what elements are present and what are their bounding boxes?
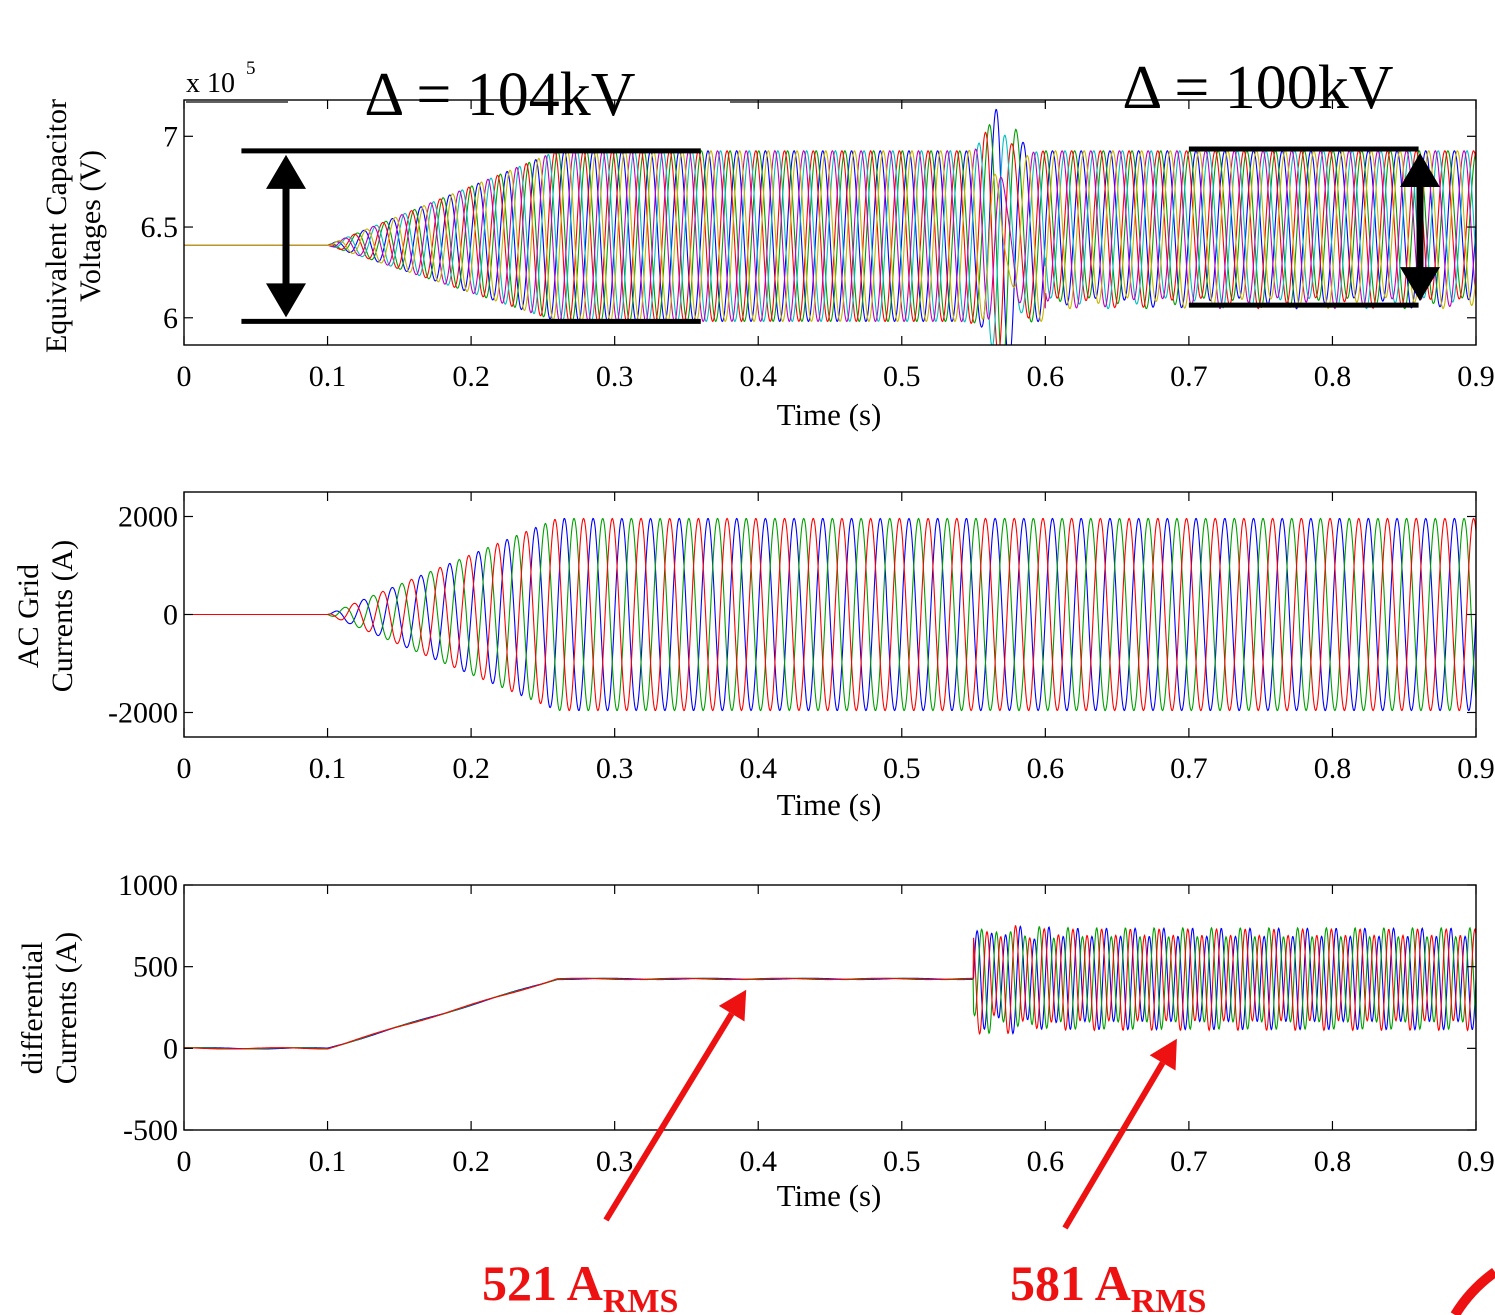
rms-arrow-head-2 [1149,1038,1177,1071]
x-tick-label: 0.3 [596,360,634,393]
x-tick-label: 0 [177,1145,192,1178]
rms-label-1: 521 ARMS [482,1255,678,1315]
y-tick-label: 1000 [118,869,178,902]
differential-current-panel: 0 0.1 0.2 0.3 0.4 0.5 0.6 0.7 0.8 0.9-50005001000… [16,869,1495,1315]
capacitor-voltage-series [184,108,1476,345]
delta-label-left: Δ = 104kV [364,61,635,129]
differential-current-line-2 [184,925,1476,1050]
capacitor-voltage-line-1 [184,108,1476,345]
x-axis-label: Time (s) [777,397,882,432]
x-tick-label: 0.8 [1314,360,1352,393]
differential-current-annotations: 521 ARMS 581 ARMS [482,989,1206,1315]
capacitor-voltage-panel: 0 0.1 0.2 0.3 0.4 0.5 0.6 0.7 0.8 0.9 6 6.5 7 Δ = 10… [40,54,1495,432]
rms-arrow-head-1 [718,989,747,1022]
y-axis-label-line1: Equivalent Capacitor [40,99,73,353]
rms-label-2: 581 ARMS [1010,1255,1206,1315]
x-tick-label: 0.2 [452,360,490,393]
y-tick-label: -500 [123,1114,178,1147]
rms-label-subscript: RMS [1131,1283,1207,1315]
y-multiplier-exponent: 5 [246,58,256,79]
x-tick-label: 0.9 [1457,752,1495,785]
rms-label-subscript: RMS [603,1283,679,1315]
x-tick-label: 0.9 [1457,360,1495,393]
x-tick-label: 0.8 [1314,1145,1352,1178]
x-tick-label: 0.3 [596,752,634,785]
y-multiplier-base: x 10 [186,68,235,99]
differential-current-line-3 [184,924,1476,1050]
x-tick-label: 0.2 [452,1145,490,1178]
rms-arrow-shaft-1 [603,1012,735,1222]
x-tick-label: 0.8 [1314,752,1352,785]
x-tick-label: 0.7 [1170,1145,1208,1178]
plot-frame [183,99,1477,346]
x-tick-label: 0.4 [739,752,777,785]
plot-frame [183,884,1477,1131]
delta-bracket-right-arrow-head-down [1400,267,1440,302]
ac-grid-current-axes: 0 0.1 0.2 0.3 0.4 0.5 0.6 0.7 0.8 0.9 -2000 0 2000 [108,491,1495,785]
differential-current-series [184,924,1476,1050]
x-axis-label: Time (s) [777,787,882,822]
y-tick-label: 7 [163,120,178,153]
y-axis-label-line2: Currents (A) [46,540,79,692]
corner-arc-decoration [1450,1267,1495,1315]
ac-grid-current-series [184,517,1476,712]
capacitor-voltage-annotations: Δ = 104kV Δ = 100kV [186,54,1440,324]
ac-grid-current-panel: 0 0.1 0.2 0.3 0.4 0.5 0.6 0.7 0.8 0.9 -2000 0 2000 A… [12,491,1495,822]
delta-bracket-left-arrow-head-up [266,154,306,189]
y-tick-label: 6 [163,302,178,335]
capacitor-voltage-line-6 [184,149,1476,323]
rms-arrow-shaft-2 [1062,1061,1166,1230]
x-tick-label: 0.6 [1027,752,1065,785]
y-axis-label-line1: differential [16,942,49,1075]
capacitor-voltage-axes: 0 0.1 0.2 0.3 0.4 0.5 0.6 0.7 0.8 0.9 6 6.5 7 [141,99,1495,393]
capacitor-voltage-line-3 [184,131,1476,345]
x-axis-label: Time (s) [777,1178,882,1213]
y-tick-label: 0 [163,1032,178,1065]
delta-bracket-right-arrow-head-up [1400,153,1440,187]
x-tick-label: 0.6 [1027,1145,1065,1178]
x-tick-label: 0.7 [1170,360,1208,393]
ac-grid-current-line-3 [184,517,1476,712]
y-axis-label-line2: Currents (A) [50,932,83,1084]
x-tick-label: 0.9 [1457,1145,1495,1178]
x-tick-label: 0.2 [452,752,490,785]
ac-grid-current-line-2 [184,517,1476,712]
delta-bracket-left-arrow-head-down [266,283,306,318]
x-tick-label: 0.4 [739,1145,777,1178]
x-tick-label: 0.7 [1170,752,1208,785]
capacitor-voltage-line-4 [184,134,1476,345]
x-tick-label: 0 [177,752,192,785]
y-tick-label: 0 [163,599,178,632]
capacitor-voltage-line-5 [184,148,1476,323]
y-tick-label: -2000 [108,697,178,730]
x-tick-label: 0.1 [309,360,347,393]
y-axis-label-line2: Voltages (V) [74,150,107,302]
x-tick-label: 0.1 [309,752,347,785]
y-tick-label: 2000 [118,501,178,534]
y-axis-label-line1: AC Grid [12,564,45,668]
x-tick-label: 0.1 [309,1145,347,1178]
x-tick-label: 0.4 [739,360,777,393]
x-tick-label: 0.5 [883,752,921,785]
delta-label-right: Δ = 100kV [1122,54,1393,122]
x-tick-label: 0.3 [596,1145,634,1178]
x-tick-label: 0.6 [1027,360,1065,393]
y-tick-label: 6.5 [141,211,179,244]
x-tick-label: 0 [177,360,192,393]
ac-grid-current-line-1 [184,517,1476,712]
x-tick-label: 0.5 [883,360,921,393]
x-tick-label: 0.5 [883,1145,921,1178]
y-tick-label: 500 [133,951,178,984]
